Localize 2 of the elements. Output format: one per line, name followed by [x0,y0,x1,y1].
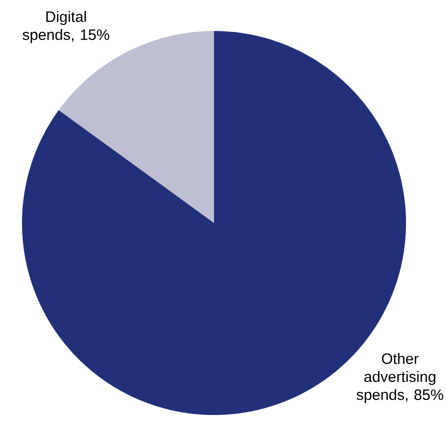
slice-label: Digital spends, 15% [22,11,110,43]
slice-label: Other advertising spends, 85% [356,353,444,403]
